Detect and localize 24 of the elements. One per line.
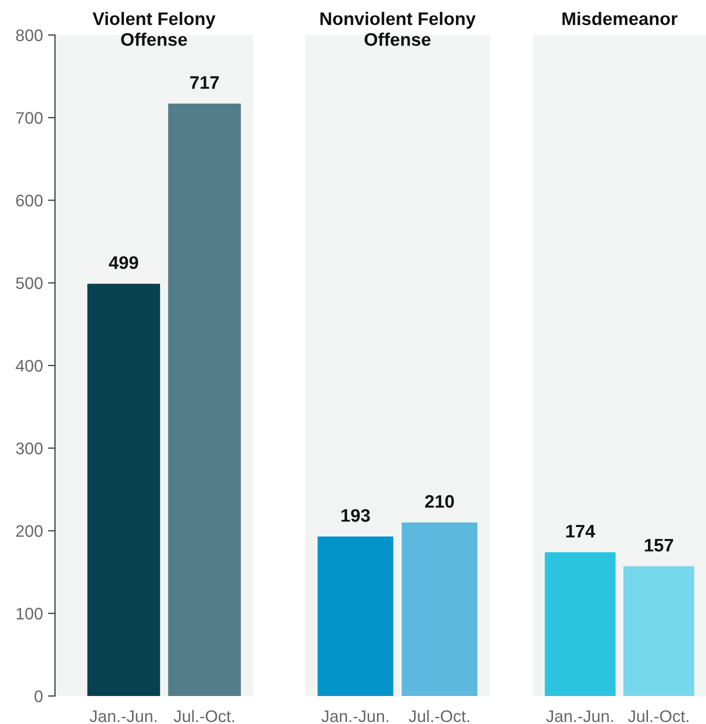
y-tick-label: 300 bbox=[16, 442, 43, 454]
data-label: 174 bbox=[566, 524, 596, 538]
x-tick-label: Jan.-Jun. bbox=[321, 710, 388, 722]
x-tick-label: Jul.-Oct. bbox=[628, 710, 688, 722]
x-tick-label: Jul.-Oct. bbox=[408, 710, 470, 722]
y-tick-label: 0 bbox=[34, 690, 43, 702]
y-tick-label: 200 bbox=[16, 525, 43, 537]
chart-title: Nonviolent Felony Offense bbox=[320, 12, 476, 46]
data-label: 157 bbox=[644, 539, 674, 552]
x-tick-label: Jul.-Oct. bbox=[174, 710, 234, 722]
x-tick-label: Jan.-Jun. bbox=[546, 710, 613, 722]
y-tick-label: 400 bbox=[16, 360, 43, 372]
data-label: 210 bbox=[425, 495, 454, 508]
data-label: 717 bbox=[190, 76, 219, 89]
data-label: 193 bbox=[342, 509, 370, 522]
y-tick-label: 500 bbox=[16, 277, 43, 290]
y-tick-label: 800 bbox=[16, 29, 43, 42]
data-label: 499 bbox=[108, 256, 138, 270]
chart-title: Violent Felony Offense bbox=[92, 12, 216, 46]
chart-title: Misdemeanor bbox=[562, 12, 678, 26]
y-tick-label: 600 bbox=[16, 194, 43, 206]
y-tick-label: 700 bbox=[16, 112, 43, 124]
x-tick-label: Jan.-Jun. bbox=[90, 710, 156, 722]
y-tick-label: 100 bbox=[16, 608, 43, 620]
